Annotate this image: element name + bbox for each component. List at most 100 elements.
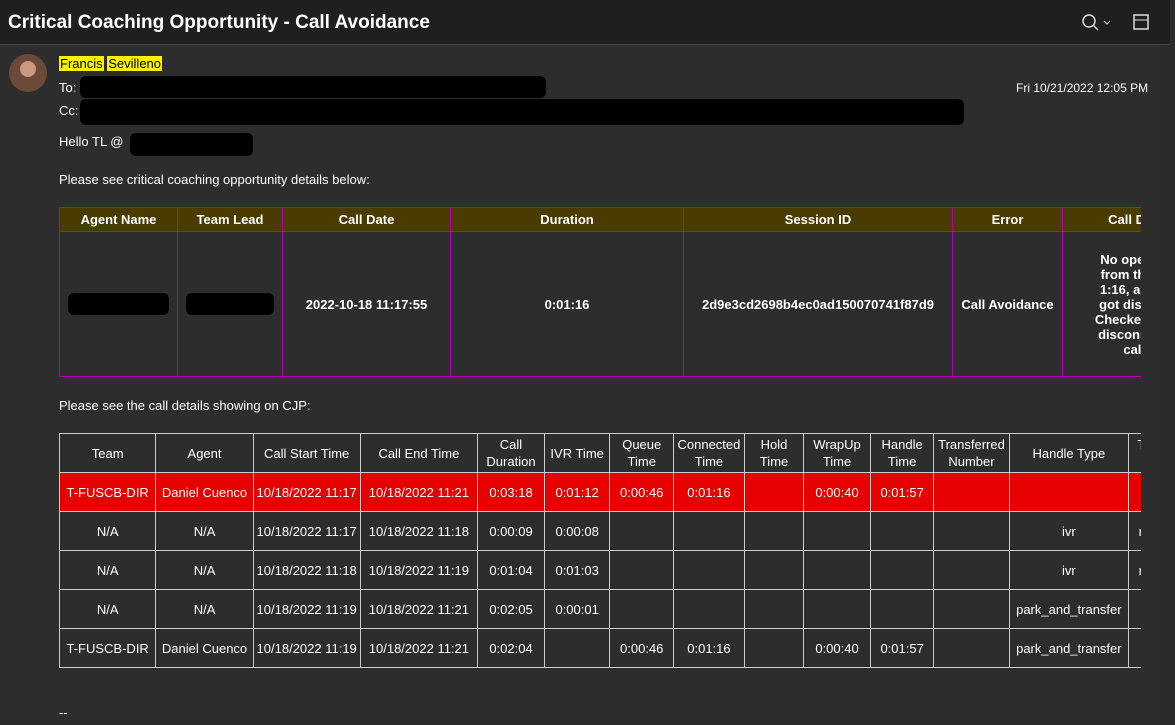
cell: Daniel Cuenco — [155, 472, 254, 512]
header-cell: Queue Time — [609, 433, 674, 473]
cell: ivr — [1008, 550, 1130, 590]
cell — [933, 511, 1010, 551]
cell-line: got disconn — [1099, 296, 1141, 312]
row: N/A N/A 10/18/2022 11:19 10/18/2022 11:21 0:… — [59, 589, 1141, 629]
cell — [609, 550, 674, 590]
cell: 0:02:05 — [477, 589, 545, 629]
row: N/A N/A 10/18/2022 11:17 10/18/2022 11:18 0:… — [59, 511, 1141, 551]
cell: N/A — [155, 511, 254, 551]
cell: 10/18/2022 11:17 — [252, 511, 361, 551]
cc-label: Cc: — [59, 103, 79, 118]
redaction — [80, 76, 546, 98]
cell: N/A — [155, 550, 254, 590]
cell — [1008, 472, 1130, 512]
cell: 10/18/2022 11:19 — [359, 550, 479, 590]
cell: 0:03:18 — [477, 472, 545, 512]
table-wrap: Team Agent Call Start Time Call End Time Cal… — [59, 433, 1141, 668]
cell: reclassified — [1128, 511, 1141, 551]
cell: 2022-10-18 11:17:55 — [282, 231, 451, 377]
sender-first: Francis — [59, 56, 104, 71]
to-label: To: — [59, 80, 77, 95]
cell: 0:01:57 — [869, 472, 935, 512]
cell: 0:00:40 — [803, 628, 871, 668]
cell: No openingfrom the ag1:16, and thgot dis… — [1062, 231, 1141, 377]
cell-line: call. — [1123, 341, 1141, 357]
cell — [743, 550, 805, 590]
header-cell: Team Lead — [177, 207, 283, 232]
signature: -- — [59, 705, 68, 720]
cell: T-FUSCB-DIR — [59, 472, 157, 512]
header-cell: Call Start Time — [252, 433, 361, 473]
cell-line: 1:16, and th — [1099, 281, 1141, 297]
header-cell: Handle Time — [869, 433, 935, 473]
cell: 0:00:46 — [609, 472, 674, 512]
row: T-FUSCB-DIR Daniel Cuenco 10/18/2022 11:17… — [59, 472, 1141, 512]
cell — [803, 550, 871, 590]
cell: 10/18/2022 11:21 — [359, 589, 479, 629]
details-table: Agent Name Team Lead Call Date Duration Sess… — [59, 207, 1141, 377]
cell: park_and_transfer — [1008, 628, 1130, 668]
redaction — [186, 293, 274, 315]
row: N/A N/A 10/18/2022 11:18 10/18/2022 11:19 0:… — [59, 550, 1141, 590]
cell: reclassified — [1128, 550, 1141, 590]
cell-line: No opening — [1100, 251, 1141, 267]
header-cell: Handle Type — [1008, 433, 1130, 473]
cell: 0:01:16 — [672, 472, 745, 512]
sender-last: Sevilleno — [107, 56, 163, 71]
header-cell: Call End Time — [359, 433, 479, 473]
header-cell: Duration — [450, 207, 684, 232]
cell: normal — [1128, 589, 1141, 629]
outro: Please see the call details showing on C… — [59, 398, 311, 413]
sender[interactable]: Francis Sevilleno — [59, 56, 163, 71]
header-cell: Termination Type — [1128, 433, 1141, 473]
cell-line: disconnecte — [1098, 326, 1141, 342]
cell: 0:01:57 — [869, 628, 935, 668]
cell: 10/18/2022 11:18 — [252, 550, 361, 590]
cell: N/A — [59, 550, 157, 590]
toolbar-icons[interactable] — [1080, 12, 1150, 34]
header-cell: WrapUp Time — [803, 433, 871, 473]
cell: park_and_transfer — [1008, 589, 1130, 629]
cell: T-FUSCB-DIR — [59, 628, 157, 668]
cell — [869, 550, 935, 590]
cell — [803, 589, 871, 629]
header-cell: Error — [952, 207, 1063, 232]
header-cell: Team — [59, 433, 157, 473]
cell: N/A — [59, 589, 157, 629]
cell: 0:01:03 — [543, 550, 611, 590]
table-wrap: Agent Name Team Lead Call Date Duration Sess… — [59, 207, 1141, 377]
redaction — [68, 293, 169, 315]
cell — [743, 472, 805, 512]
header-cell: Call Date — [282, 207, 451, 232]
cell — [933, 550, 1010, 590]
avatar[interactable] — [8, 53, 48, 93]
cell — [933, 472, 1010, 512]
header-cell: Session ID — [683, 207, 953, 232]
redaction — [130, 133, 253, 156]
cell: 10/18/2022 11:19 — [252, 628, 361, 668]
cell: 0:00:01 — [543, 589, 611, 629]
cell: 0:02:04 — [477, 628, 545, 668]
cell — [177, 231, 283, 377]
row: T-FUSCB-DIR Daniel Cuenco 10/18/2022 11:19… — [59, 628, 1141, 668]
header-cell: Call Duration — [477, 433, 545, 473]
cell: 10/18/2022 11:18 — [359, 511, 479, 551]
email-body: Francis Sevilleno To: Fri 10/21/2022 12:… — [0, 45, 1160, 720]
header-cell: Hold Time — [743, 433, 805, 473]
cell — [609, 511, 674, 551]
cell: 0:01:12 — [543, 472, 611, 512]
cell: N/A — [155, 589, 254, 629]
cell: Daniel Cuenco — [155, 628, 254, 668]
cell — [743, 628, 805, 668]
cell: normal — [1128, 472, 1141, 512]
cell — [672, 511, 745, 551]
redaction — [80, 99, 964, 125]
cell — [803, 511, 871, 551]
header-cell: Connected Time — [672, 433, 745, 473]
cell — [672, 589, 745, 629]
cell: Call Avoidance — [952, 231, 1063, 377]
cell: 2d9e3cd2698b4ec0ad150070741f87d9 — [683, 231, 953, 377]
header-cell: Agent Name — [59, 207, 178, 232]
